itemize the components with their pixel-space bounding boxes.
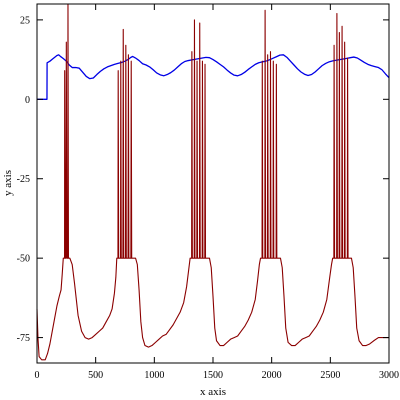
y-tick-label: 0 — [25, 95, 30, 106]
y-tick-label: -25 — [17, 174, 30, 185]
series-layer — [36, 3, 390, 361]
y-tick-label: 25 — [20, 15, 30, 26]
x-tick-label: 2500 — [320, 370, 340, 381]
x-tick-label: 500 — [88, 370, 103, 381]
y-tick-label: -50 — [17, 254, 30, 265]
x-tick-label: 3000 — [379, 370, 399, 381]
series-line-1 — [37, 54, 390, 100]
y-axis-label: y axis — [2, 170, 14, 196]
x-tick-label: 1500 — [203, 370, 223, 381]
x-tick-label: 0 — [35, 370, 40, 381]
x-tick-label: 2000 — [262, 370, 282, 381]
x-axis-label: x axis — [200, 386, 226, 398]
x-tick-label: 1000 — [144, 370, 164, 381]
series-line-2 — [36, 3, 389, 361]
tick-layer: 0 500 1000 1500 2000 2500 3000 25 0 -25 -50 -75 — [17, 4, 399, 381]
y-tick-label: -75 — [17, 333, 30, 344]
